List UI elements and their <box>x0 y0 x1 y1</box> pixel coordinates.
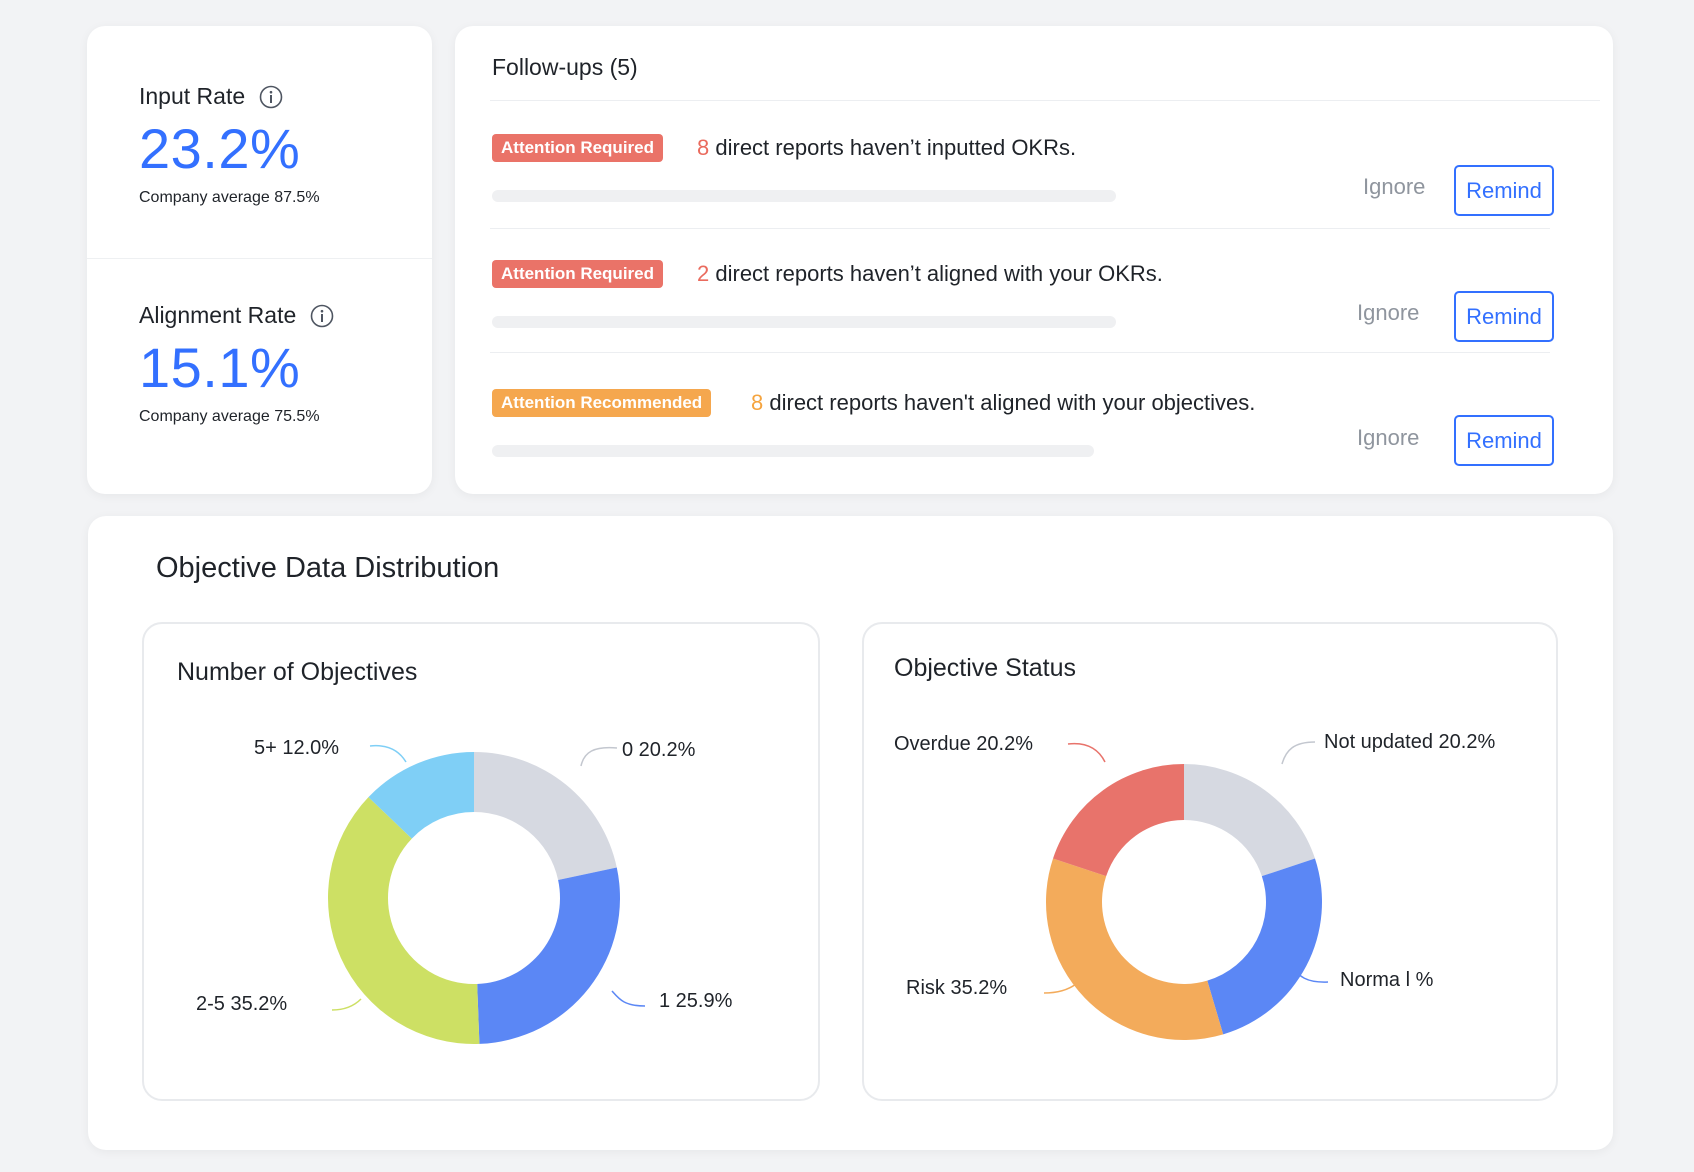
stats-divider <box>87 258 432 259</box>
followup-progress-bar <box>492 190 1116 202</box>
slice-leader-line <box>611 990 646 1007</box>
followup-progress-bar <box>492 445 1094 457</box>
slice-leader-line <box>1291 966 1329 983</box>
donut-slice-0[interactable] <box>474 752 617 881</box>
donut-slice-overdue[interactable] <box>1053 764 1184 877</box>
input-rate-label: Input Rate <box>139 83 246 109</box>
attention-required-tag: Attention Required <box>492 134 663 162</box>
slice-leader-line <box>1281 741 1316 765</box>
donut-slice-not-updated[interactable] <box>1184 764 1315 877</box>
slice-label: 5+ 12.0% <box>254 737 339 759</box>
followup-item: Attention Required 8 direct reports have… <box>492 134 1592 234</box>
alignment-rate-label-row: Alignment Rate <box>139 302 334 329</box>
slice-leader-line <box>1067 742 1106 763</box>
donut-slice-risk[interactable] <box>1046 858 1224 1040</box>
followup-count: 8 <box>751 390 764 415</box>
attention-required-tag: Attention Required <box>492 260 663 288</box>
followup-divider <box>490 228 1550 229</box>
objective-status-panel: Objective Status Not updated 20.2% Norma … <box>862 622 1558 1101</box>
alignment-rate-label: Alignment Rate <box>139 302 297 328</box>
slice-label: Norma l % <box>1340 969 1434 991</box>
followup-text: direct reports haven’t aligned with your… <box>715 261 1163 286</box>
slice-leader-line <box>369 744 407 763</box>
alignment-rate-value: 15.1% <box>139 336 301 399</box>
slice-leader-line <box>580 746 618 767</box>
input-rate-stat: Input Rate 23.2% Company average 87.5% <box>139 83 320 207</box>
ignore-button[interactable]: Ignore <box>1357 300 1420 325</box>
number-of-objectives-panel: Number of Objectives 0 20.2% 1 25.9% 2-5 3… <box>142 622 820 1101</box>
alignment-rate-stat: Alignment Rate 15.1% Company average 75.… <box>139 302 334 426</box>
followup-item: Attention Required 2 direct reports have… <box>492 260 1592 360</box>
info-icon[interactable] <box>259 85 283 109</box>
chart-title: Number of Objectives <box>177 658 418 686</box>
followup-progress-bar <box>492 316 1116 328</box>
followup-message: 8 direct reports haven’t inputted OKRs. <box>697 135 1076 161</box>
slice-label: 0 20.2% <box>622 739 696 761</box>
followup-item: Attention Recommended 8 direct reports h… <box>492 389 1592 489</box>
input-rate-value: 23.2% <box>139 117 301 180</box>
followups-card: Follow-ups (5) Attention Required 8 dire… <box>455 26 1613 494</box>
followup-count: 2 <box>697 261 710 286</box>
slice-leader-line <box>331 998 362 1011</box>
input-rate-company-average: Company average 87.5% <box>139 189 320 206</box>
donut-slice-5-[interactable] <box>368 752 474 839</box>
followup-message: 2 direct reports haven’t aligned with yo… <box>697 261 1163 287</box>
slice-label: 1 25.9% <box>659 990 733 1012</box>
donut-slice-norma-l[interactable] <box>1207 858 1322 1035</box>
remind-button[interactable]: Remind <box>1454 291 1554 342</box>
slice-label: Risk 35.2% <box>906 977 1007 999</box>
input-rate-label-row: Input Rate <box>139 83 320 110</box>
followup-count: 8 <box>697 135 710 160</box>
followup-text: direct reports haven’t inputted OKRs. <box>715 135 1077 160</box>
ignore-button[interactable]: Ignore <box>1363 174 1426 199</box>
objective-status-chart: Not updated 20.2% Norma l % Risk 35.2% Over… <box>894 731 1495 1040</box>
info-icon[interactable] <box>310 304 334 328</box>
attention-recommended-tag: Attention Recommended <box>492 389 712 417</box>
remind-button[interactable]: Remind <box>1454 165 1554 216</box>
stats-card: Input Rate 23.2% Company average 87.5% A… <box>87 26 432 494</box>
distribution-title: Objective Data Distribution <box>156 552 500 584</box>
remind-button[interactable]: Remind <box>1454 415 1554 466</box>
followup-divider <box>490 352 1550 353</box>
objective-distribution-card: Objective Data Distribution Number of Ob… <box>88 516 1613 1150</box>
slice-label: 2-5 35.2% <box>196 993 287 1015</box>
donut-slice-2-5[interactable] <box>328 797 480 1044</box>
slice-label: Overdue 20.2% <box>894 733 1033 755</box>
donut-slice-1[interactable] <box>477 867 620 1044</box>
alignment-rate-company-average: Company average 75.5% <box>139 408 320 425</box>
ignore-button[interactable]: Ignore <box>1357 425 1420 450</box>
followup-text: direct reports haven't aligned with your… <box>769 390 1256 415</box>
slice-leader-line <box>1043 983 1077 994</box>
followups-header-divider <box>490 100 1600 101</box>
number-of-objectives-chart: 0 20.2% 1 25.9% 2-5 35.2% 5+ 12.0% <box>196 737 733 1044</box>
followup-message: 8 direct reports haven't aligned with yo… <box>751 390 1255 416</box>
chart-title: Objective Status <box>894 654 1077 682</box>
slice-label: Not updated 20.2% <box>1324 731 1495 753</box>
followups-title: Follow-ups (5) <box>492 54 638 80</box>
